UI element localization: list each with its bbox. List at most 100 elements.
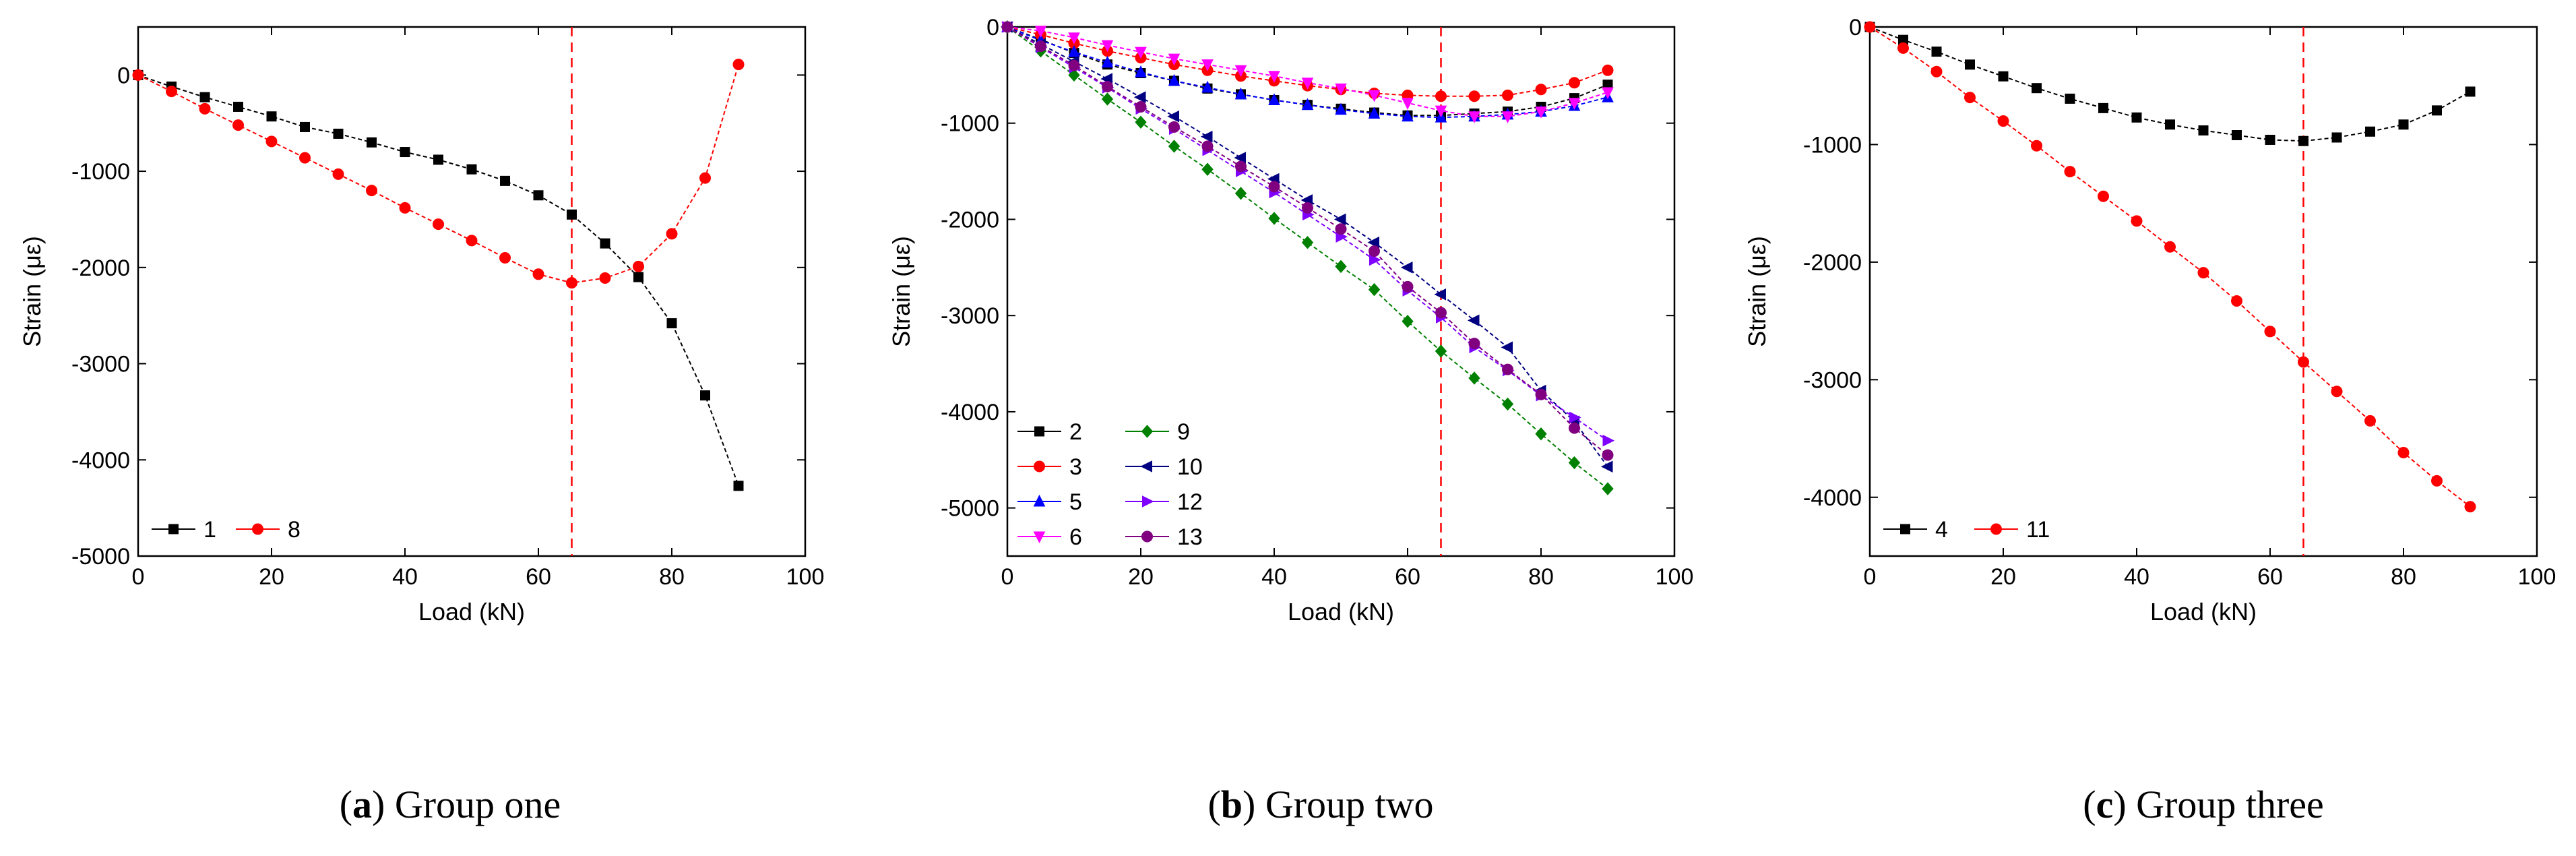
data-point xyxy=(1468,338,1480,350)
data-point xyxy=(1268,181,1280,193)
data-point xyxy=(1535,84,1547,96)
data-point xyxy=(1368,90,1381,102)
x-tick-label: 80 xyxy=(2391,564,2416,590)
data-point xyxy=(532,268,544,280)
data-point xyxy=(2098,190,2109,202)
legend-item: 12 xyxy=(1125,489,1203,515)
data-point xyxy=(566,277,577,289)
data-point xyxy=(1468,371,1480,385)
data-point xyxy=(132,69,144,81)
data-point xyxy=(1101,55,1114,68)
series-line xyxy=(1869,26,2471,508)
data-point xyxy=(1101,92,1114,106)
x-tick-label: 60 xyxy=(526,564,551,590)
data-point xyxy=(2131,112,2142,123)
y-tick-label: -4000 xyxy=(1803,485,1862,511)
data-point xyxy=(1568,456,1581,470)
data-point xyxy=(700,390,710,401)
data-point xyxy=(333,128,344,139)
y-axis-title: Strain (με) xyxy=(887,236,915,347)
y-tick-label: -1000 xyxy=(941,111,999,137)
data-point xyxy=(300,121,310,132)
data-point xyxy=(1568,98,1581,110)
legend-item: 10 xyxy=(1125,454,1203,480)
data-point xyxy=(732,59,745,71)
data-point xyxy=(1368,282,1381,297)
data-point xyxy=(1435,90,1447,102)
series-13 xyxy=(1001,21,1614,461)
data-point xyxy=(1400,262,1413,274)
data-point xyxy=(666,228,678,240)
data-point xyxy=(1168,121,1180,133)
data-point xyxy=(466,235,478,247)
legend-item: 1 xyxy=(152,517,216,543)
legend-marker xyxy=(1140,460,1152,472)
data-point xyxy=(1035,40,1046,53)
data-point xyxy=(232,119,244,131)
legend-item: 5 xyxy=(1017,489,1082,515)
legend-marker xyxy=(168,524,179,534)
data-point xyxy=(400,147,410,158)
data-point xyxy=(2165,119,2175,130)
legend-item: 6 xyxy=(1017,524,1082,550)
series-11 xyxy=(1864,21,2476,513)
data-point xyxy=(1897,42,1909,54)
data-point xyxy=(2031,140,2042,152)
data-point xyxy=(1234,187,1247,200)
data-point xyxy=(433,154,443,165)
series-line xyxy=(137,74,739,487)
y-tick-label: -2000 xyxy=(941,207,999,233)
data-point xyxy=(1068,59,1080,71)
legend-marker xyxy=(1990,523,2002,535)
data-point xyxy=(1501,111,1514,123)
legend-marker xyxy=(1033,494,1046,507)
data-point xyxy=(2197,267,2209,279)
plot-frame xyxy=(137,26,807,557)
data-point xyxy=(1864,21,1876,33)
data-point xyxy=(166,86,177,98)
data-point xyxy=(1335,223,1347,235)
caption-group-one: (a) Group one xyxy=(339,783,561,826)
y-tick-label: 0 xyxy=(986,15,999,40)
legend-marker xyxy=(1900,524,1910,534)
data-point xyxy=(1964,92,1976,104)
data-point xyxy=(1068,32,1080,44)
y-tick-label: -5000 xyxy=(71,544,130,570)
data-point xyxy=(500,175,510,186)
series-line xyxy=(137,64,739,284)
data-point xyxy=(1369,253,1381,266)
data-point xyxy=(1335,259,1347,274)
legend-label: 2 xyxy=(1069,419,1082,445)
y-tick-label: -5000 xyxy=(941,496,999,522)
data-point xyxy=(1600,460,1613,473)
x-tick-label: 40 xyxy=(2124,564,2149,590)
y-tick-label: -2000 xyxy=(71,255,130,281)
data-point xyxy=(1234,65,1247,78)
data-point xyxy=(633,272,643,282)
data-point xyxy=(1467,314,1480,327)
chart-group-two: 0 20 40 60 80 100 -5000 -4000 -3000 -2000 -1000 0 Lo… xyxy=(887,15,1693,625)
data-point xyxy=(1965,59,1975,70)
y-tick-label: -3000 xyxy=(941,303,999,329)
data-point xyxy=(1167,110,1179,123)
data-point xyxy=(1535,427,1547,441)
data-point xyxy=(1234,152,1246,164)
data-point xyxy=(1602,87,1614,100)
x-axis-title: Load (kN) xyxy=(1288,598,1394,625)
legend-label: 12 xyxy=(1177,489,1203,515)
y-tick-label: -1000 xyxy=(1803,132,1862,158)
x-axis-title: Load (kN) xyxy=(2150,598,2257,625)
data-point xyxy=(2298,135,2308,146)
x-tick-label: 100 xyxy=(786,564,825,590)
data-point xyxy=(2265,134,2275,145)
caption-text: Group one xyxy=(394,783,561,826)
data-point xyxy=(2432,105,2442,116)
data-point xyxy=(1501,397,1514,411)
data-point xyxy=(1168,140,1181,153)
data-point xyxy=(1302,202,1313,214)
data-point xyxy=(1235,160,1247,173)
legend-label: 13 xyxy=(1177,524,1203,550)
data-point xyxy=(1068,44,1080,57)
data-point xyxy=(1333,213,1346,226)
data-point xyxy=(2064,166,2076,178)
